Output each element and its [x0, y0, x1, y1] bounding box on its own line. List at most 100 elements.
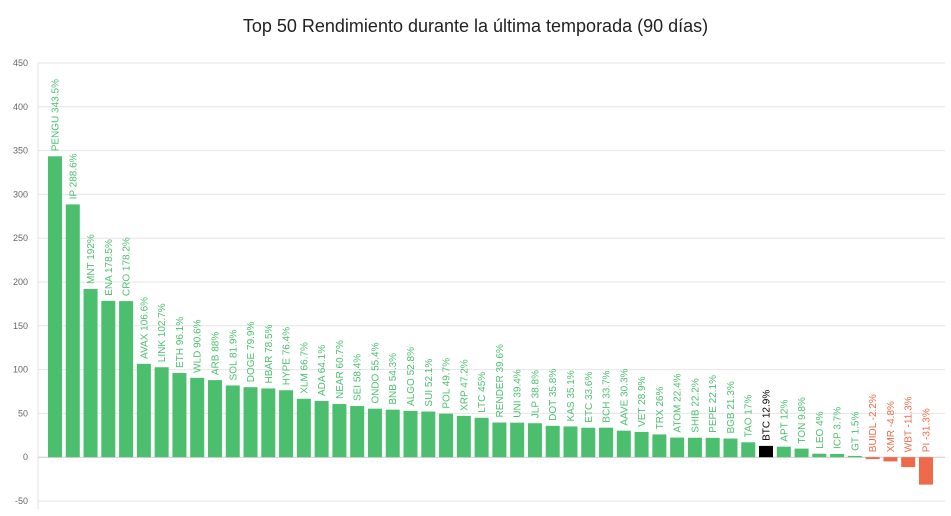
y-tick-label: 250	[13, 233, 28, 243]
bar-xmr	[883, 457, 898, 462]
bar-ada	[314, 401, 329, 458]
bar-label: GT 1.5%	[850, 412, 861, 451]
bar-gt	[847, 455, 862, 458]
bar-bch	[599, 427, 614, 458]
bar-label: SEI 58.4%	[353, 354, 364, 401]
bar-label: ATOM 22.4%	[673, 373, 684, 432]
bar-label: JLP 38.8%	[530, 370, 541, 418]
bar-aave	[616, 430, 631, 458]
bar-sui	[421, 411, 436, 458]
bar-label: ETC 33.6%	[584, 372, 595, 423]
y-tick-label: 350	[13, 146, 28, 156]
bar-ip	[65, 204, 80, 458]
bar-avax	[136, 363, 151, 458]
bar-label: SOL 81.9%	[228, 330, 239, 381]
bar-label: DOT 35.8%	[548, 369, 559, 421]
bar-label: WBT -11.3%	[904, 396, 915, 452]
chart-title: Top 50 Rendimiento durante la última tem…	[242, 16, 709, 36]
bar-label: BTC 12.9%	[762, 390, 773, 441]
bar-shib	[687, 437, 702, 458]
y-tick-label: 450	[13, 58, 28, 68]
bar-label: XMR -4.8%	[886, 401, 897, 452]
bar-hype	[279, 390, 294, 458]
bar-label: ICP 3.7%	[833, 407, 844, 449]
bar-tao	[741, 442, 756, 458]
bar-pengu	[48, 156, 62, 458]
bar-label: IP 288.6%	[68, 153, 79, 199]
y-tick-label: 300	[13, 189, 28, 199]
bar-mnt	[83, 289, 98, 458]
bar-trx	[652, 434, 667, 458]
bar-hbar	[261, 388, 276, 458]
bar-ltc	[474, 417, 489, 458]
bar-label: NEAR 60.7%	[335, 340, 346, 399]
bar-apt	[776, 446, 791, 458]
y-tick-label: 100	[13, 365, 28, 375]
bar-label: BUIDL -2.2%	[868, 394, 879, 452]
bar-leo	[812, 453, 827, 458]
bar-label: ONDO 55.4%	[370, 342, 381, 403]
bar-label: HYPE 76.4%	[282, 327, 293, 385]
bar-label: CRO 178.2%	[122, 237, 133, 296]
bar-label: PEPE 22.1%	[708, 375, 719, 433]
bar-algo	[403, 410, 418, 458]
bar-bgb	[723, 438, 738, 458]
bar-label: DOGE 79.9%	[246, 322, 257, 383]
bar-label: BGB 21.3%	[726, 381, 737, 433]
bar-label: MNT 192%	[86, 234, 97, 284]
bar-eth	[172, 373, 187, 458]
bar-link	[154, 367, 169, 458]
y-tick-label: 50	[18, 408, 28, 418]
bar-cro	[119, 301, 134, 458]
bar-pol	[439, 413, 454, 458]
bar-xrp	[456, 415, 471, 458]
bar-label: PENGU 343.5%	[51, 79, 62, 151]
bar-etc	[581, 427, 596, 458]
bar-label: PI -31.3%	[922, 408, 933, 452]
bar-label: HBAR 78.5%	[264, 324, 275, 383]
bar-label: AVAX 106.6%	[139, 297, 150, 359]
bar-render	[492, 422, 507, 458]
bar-uni	[510, 422, 525, 458]
bar-label: TRX 26%	[655, 387, 666, 430]
y-tick-label: 400	[13, 102, 28, 112]
bar-ton	[794, 448, 809, 458]
bar-pi	[919, 457, 933, 485]
bar-label: POL 49.7%	[442, 358, 453, 409]
bar-label: ALGO 52.8%	[406, 347, 417, 406]
bar-kas	[563, 426, 578, 458]
bar-pepe	[705, 437, 720, 458]
bar-label: AAVE 30.3%	[619, 368, 630, 425]
bar-btc	[759, 445, 774, 458]
bar-label: LINK 102.7%	[157, 303, 168, 362]
bar-label: BNB 54.3%	[388, 353, 399, 405]
y-tick-label: 200	[13, 277, 28, 287]
bar-label: ETH 96.1%	[175, 317, 186, 368]
bar-label: LEO 4%	[815, 411, 826, 448]
bar-icp	[830, 453, 845, 458]
bar-dot	[545, 425, 560, 458]
bar-sol	[225, 385, 240, 458]
bar-label: ENA 178.5%	[104, 239, 115, 296]
bar-xlm	[296, 398, 311, 458]
bar-vet	[634, 431, 649, 458]
y-tick-label: -50	[15, 496, 28, 506]
bar-label: TAO 17%	[744, 395, 755, 438]
bar-label: TON 9.8%	[797, 397, 808, 444]
bar-bnb	[385, 409, 400, 458]
bar-label: ADA 64.1%	[317, 345, 328, 396]
bar-label: RENDER 39.6%	[495, 344, 506, 417]
y-tick-label: 0	[23, 452, 28, 462]
bar-label: SHIB 22.2%	[690, 378, 701, 433]
bar-jlp	[527, 423, 542, 458]
bar-ena	[101, 300, 116, 458]
bar-label: LTC 45%	[477, 372, 488, 413]
bar-label: SUI 52.1%	[424, 359, 435, 407]
bar-atom	[670, 437, 685, 458]
bar-doge	[243, 387, 258, 458]
bar-ondo	[367, 408, 382, 458]
bar-wld	[190, 377, 205, 458]
bar-arb	[207, 380, 222, 458]
bar-label: XLM 66.7%	[299, 342, 310, 394]
